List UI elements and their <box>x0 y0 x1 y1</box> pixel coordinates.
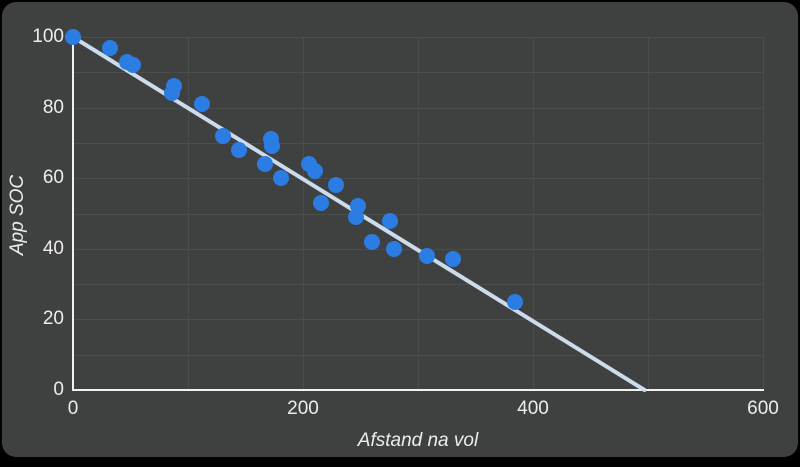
y-tick-label: 20 <box>42 308 64 330</box>
gridline-vertical <box>533 37 534 390</box>
data-point <box>506 293 523 310</box>
plot-area <box>65 29 764 392</box>
x-tick-label: 200 <box>287 398 319 419</box>
x-axis-title: Afstand na vol <box>357 430 479 451</box>
gridline-vertical <box>188 37 189 390</box>
x-tick-label: 400 <box>517 398 549 419</box>
data-point <box>306 163 323 180</box>
data-point <box>163 85 180 102</box>
data-point <box>444 251 461 268</box>
y-tick-label: 60 <box>42 167 64 189</box>
data-point <box>328 177 345 194</box>
gridline-vertical <box>418 37 419 390</box>
y-tick-label: 80 <box>42 96 64 118</box>
data-point <box>273 170 290 187</box>
y-tick-label: 0 <box>53 379 64 400</box>
x-axis-line <box>72 389 764 391</box>
chart-card <box>2 2 798 457</box>
data-point <box>364 233 380 250</box>
x-tick-label: 0 <box>67 398 79 419</box>
data-point <box>263 138 280 155</box>
gridline-vertical <box>303 37 304 390</box>
data-point <box>313 194 330 211</box>
data-point <box>385 240 402 257</box>
data-point <box>65 29 81 45</box>
data-point <box>382 212 399 229</box>
gridline-vertical <box>648 37 649 390</box>
x-tick-label: 600 <box>747 398 779 419</box>
data-point <box>214 127 231 144</box>
y-tick-label: 40 <box>42 237 64 259</box>
data-point <box>347 209 364 226</box>
data-point <box>230 141 247 158</box>
data-point <box>101 39 118 56</box>
gridline-vertical <box>763 37 764 390</box>
data-point <box>419 247 436 264</box>
y-tick-label: 100 <box>32 26 64 47</box>
data-point <box>193 96 210 113</box>
data-point <box>124 57 141 74</box>
data-point <box>257 156 274 173</box>
y-axis-line <box>72 37 74 391</box>
